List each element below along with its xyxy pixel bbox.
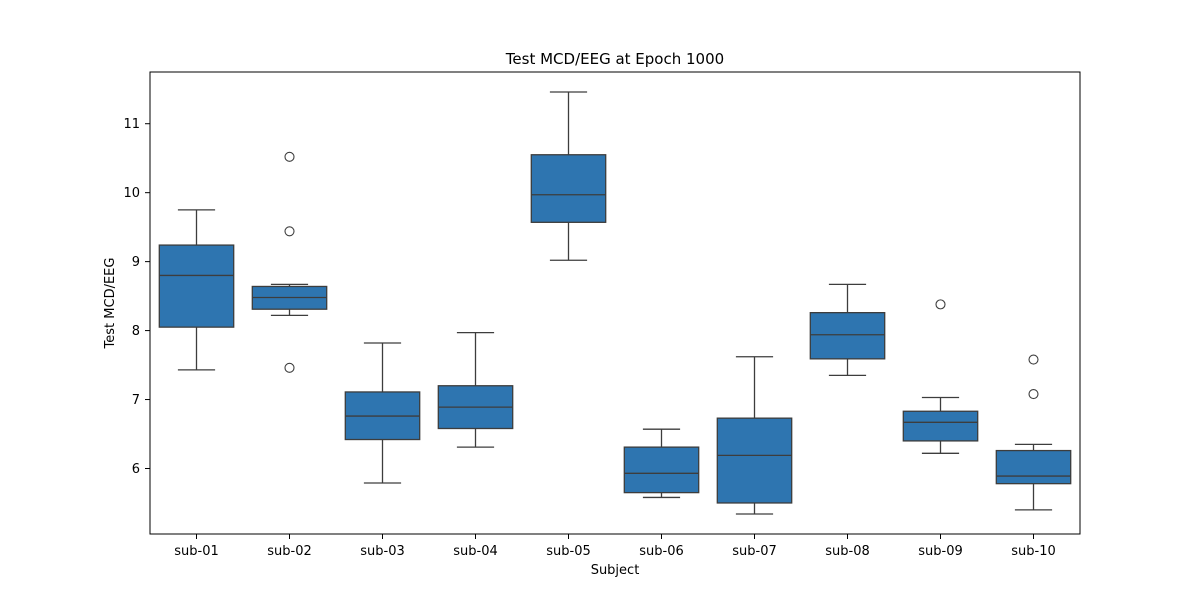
boxes-layer [158, 91, 1072, 515]
outlier-point [935, 299, 946, 310]
x-tick-label: sub-10 [1011, 544, 1056, 559]
outlier-point [284, 226, 295, 237]
x-tick-label: sub-04 [453, 544, 498, 559]
box-group-sub-09 [902, 299, 979, 454]
plot-frame [149, 71, 1081, 535]
x-tick-label: sub-05 [546, 544, 591, 559]
box-group-sub-02 [251, 151, 328, 373]
box-group-sub-04 [437, 332, 514, 448]
x-tick-label: sub-07 [732, 544, 777, 559]
outlier-point [1028, 388, 1039, 400]
x-tick-label: sub-03 [360, 544, 405, 559]
iqr-box [995, 449, 1072, 485]
box-group-sub-07 [716, 356, 793, 515]
box-group-sub-05 [530, 91, 607, 261]
x-tick-label: sub-06 [639, 544, 684, 559]
x-tick-label: sub-01 [174, 544, 219, 559]
box-group-sub-03 [344, 342, 421, 484]
outlier-point [284, 151, 295, 162]
y-tick-label: 11 [123, 117, 140, 132]
box-group-sub-01 [158, 209, 235, 371]
x-axis: sub-01 sub-02 sub-03 sub-04 sub-05 sub-06 sub-… [174, 534, 1056, 559]
y-tick-label: 9 [132, 255, 140, 270]
x-axis-label: Subject [591, 563, 640, 578]
iqr-box [158, 244, 235, 328]
iqr-box [902, 410, 979, 442]
outlier-point [1028, 354, 1039, 365]
x-tick-label: sub-09 [918, 544, 963, 559]
x-tick-label: sub-02 [267, 544, 312, 559]
iqr-box [530, 154, 607, 223]
box-group-sub-06 [623, 428, 700, 499]
iqr-box [809, 312, 886, 360]
y-axis: 6 7 8 9 10 11 [123, 117, 150, 477]
x-tick-label: sub-08 [825, 544, 870, 559]
box-group-sub-10 [995, 354, 1072, 511]
y-tick-label: 8 [132, 324, 140, 339]
y-axis-label: Test MCD/EEG [103, 258, 118, 350]
outlier-point [284, 362, 295, 373]
box-group-sub-08 [809, 283, 886, 377]
y-tick-label: 10 [123, 186, 140, 201]
chart-title: Test MCD/EEG at Epoch 1000 [505, 50, 724, 68]
iqr-box [716, 417, 793, 504]
iqr-box [623, 446, 700, 494]
y-tick-label: 6 [132, 462, 140, 477]
y-tick-label: 7 [132, 393, 140, 408]
